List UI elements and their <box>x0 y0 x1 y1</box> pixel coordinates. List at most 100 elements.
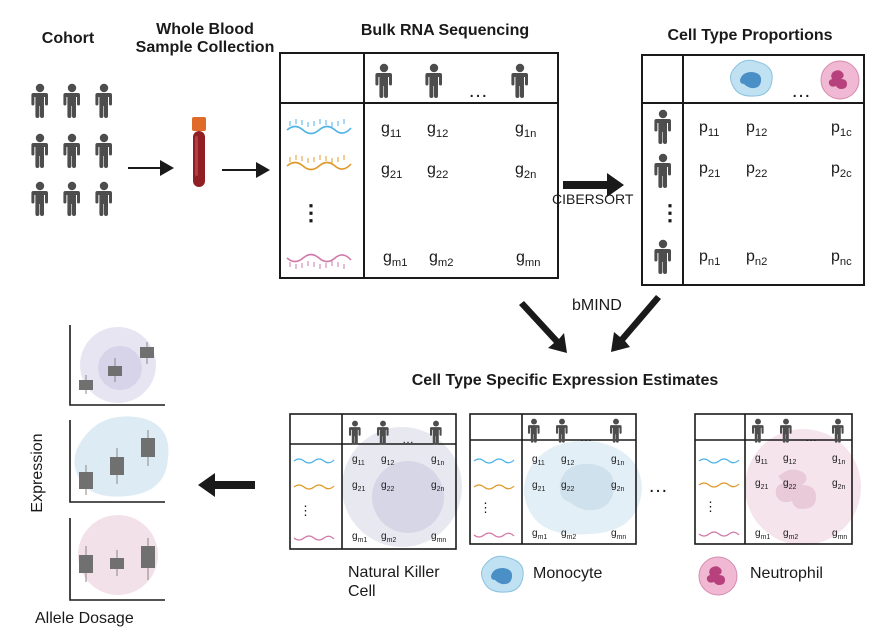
box-plot-monocyte <box>69 416 169 503</box>
bulk-matrix <box>279 52 559 279</box>
person-icon <box>751 418 764 443</box>
mono-cell-m2: gm2 <box>561 528 577 541</box>
mono-cell-11: g11 <box>532 454 545 467</box>
ellipsis: … <box>580 430 592 444</box>
mono-cell-mn: gmn <box>611 528 627 541</box>
neut-cell-22: g22 <box>783 478 797 491</box>
person-icon <box>654 153 671 188</box>
blood-title-line2: Sample Collection <box>135 39 275 56</box>
prop-cell-12: p12 <box>746 119 768 140</box>
person-icon <box>31 181 48 216</box>
bulk-cell-m1: gm1 <box>383 249 408 270</box>
ellipsis: … <box>791 80 811 102</box>
neut-cell-11: g11 <box>755 453 768 466</box>
rna-strand-icon <box>286 253 352 263</box>
mono-cell-1n: g1n <box>611 454 625 467</box>
neut-cell-mn: gmn <box>832 528 848 541</box>
prop-cell-11: p11 <box>699 119 720 140</box>
neut-cell-12: g12 <box>783 453 797 466</box>
mono-cell-12: g12 <box>561 454 575 467</box>
person-icon <box>654 239 671 274</box>
monocyte-legend-label: Monocyte <box>533 565 603 582</box>
cibersort-label: CIBERSORT <box>552 191 634 207</box>
mono-cell-m1: gm1 <box>532 528 548 541</box>
bulk-cell-1n: g1n <box>515 120 537 141</box>
cohort-group <box>31 83 112 216</box>
monocyte-specific-matrix <box>469 413 642 545</box>
person-icon <box>511 63 528 98</box>
person-icon <box>654 109 671 144</box>
neutrophil-legend-label: Neutrophil <box>750 565 823 582</box>
blood-title: Whole Blood Sample Collection <box>130 21 280 57</box>
person-icon <box>348 420 361 445</box>
cohort-title: Cohort <box>41 30 95 47</box>
neutrophil-icon <box>820 60 860 100</box>
monocyte-icon <box>481 555 524 593</box>
bulk-cell-mn: gmn <box>516 249 541 270</box>
vdots: ⋮ <box>300 200 322 225</box>
expression-axis-label: Expression <box>29 433 46 513</box>
bulk-cell-11: g11 <box>381 120 402 141</box>
mono-cell-22: g22 <box>561 480 575 493</box>
person-icon <box>31 83 48 118</box>
box-plot-nk <box>69 325 165 406</box>
prop-cell-n2: pn2 <box>746 248 768 269</box>
nk-cell-22: g22 <box>381 480 395 493</box>
nk-specific-matrix <box>289 413 462 550</box>
arrow-icon <box>198 473 255 497</box>
neut-cell-2n: g2n <box>832 478 846 491</box>
person-icon <box>63 83 80 118</box>
person-icon <box>95 181 112 216</box>
bulk-title: Bulk RNA Sequencing <box>360 22 530 39</box>
bulk-cell-12: g12 <box>427 120 449 141</box>
vdots: ⋮ <box>479 500 492 515</box>
nk-cell-21: g21 <box>352 480 366 493</box>
person-icon <box>425 63 442 98</box>
neut-cell-m1: gm1 <box>755 528 771 541</box>
vdots: ⋮ <box>299 503 312 518</box>
arrow-icon <box>519 301 567 353</box>
person-icon <box>95 133 112 168</box>
vdots: ⋮ <box>704 499 717 514</box>
prop-cell-1c: p1c <box>831 119 852 140</box>
estimates-title: Cell Type Specific Expression Estimates <box>411 372 719 389</box>
prop-cell-21: p21 <box>699 160 721 181</box>
neut-cell-21: g21 <box>755 478 769 491</box>
arrow-icon <box>563 173 624 197</box>
person-icon <box>31 133 48 168</box>
proportion-matrix <box>641 54 865 286</box>
person-icon <box>609 418 622 443</box>
bulk-cell-m2: gm2 <box>429 249 454 270</box>
box-plot-neutrophil <box>69 515 165 601</box>
ellipsis: … <box>402 432 414 446</box>
bmind-label: bMIND <box>572 297 622 314</box>
nk-cell-m2: gm2 <box>381 531 397 544</box>
bulk-cell-21: g21 <box>381 161 403 182</box>
mono-cell-2n: g2n <box>611 480 625 493</box>
nk-cell-1n: g1n <box>431 454 445 467</box>
neutrophil-icon <box>698 556 738 596</box>
mono-cell-21: g21 <box>532 480 546 493</box>
person-icon <box>527 418 540 443</box>
neut-cell-m2: gm2 <box>783 528 799 541</box>
nk-cell-mn: gmn <box>431 531 447 544</box>
neutrophil-specific-matrix <box>694 413 861 545</box>
person-icon <box>95 83 112 118</box>
person-icon <box>63 181 80 216</box>
nk-cell-12: g12 <box>381 454 395 467</box>
bulk-cell-2n: g2n <box>515 161 537 182</box>
bulk-cell-22: g22 <box>427 161 449 182</box>
vdots: ⋮ <box>659 200 681 225</box>
prop-cell-22: p22 <box>746 160 768 181</box>
allele-dosage-axis-label: Allele Dosage <box>35 610 134 627</box>
nk-legend-line1: Natural Killer <box>348 564 440 581</box>
proportions-title: Cell Type Proportions <box>667 27 833 44</box>
monocyte-icon <box>730 59 773 97</box>
prop-cell-nc: pnc <box>831 248 852 269</box>
blood-title-line1: Whole Blood <box>156 21 254 38</box>
person-icon <box>375 63 392 98</box>
prop-cell-2c: p2c <box>831 160 852 181</box>
ellipsis: … <box>805 430 817 444</box>
nk-legend-line2: Cell <box>348 583 376 600</box>
